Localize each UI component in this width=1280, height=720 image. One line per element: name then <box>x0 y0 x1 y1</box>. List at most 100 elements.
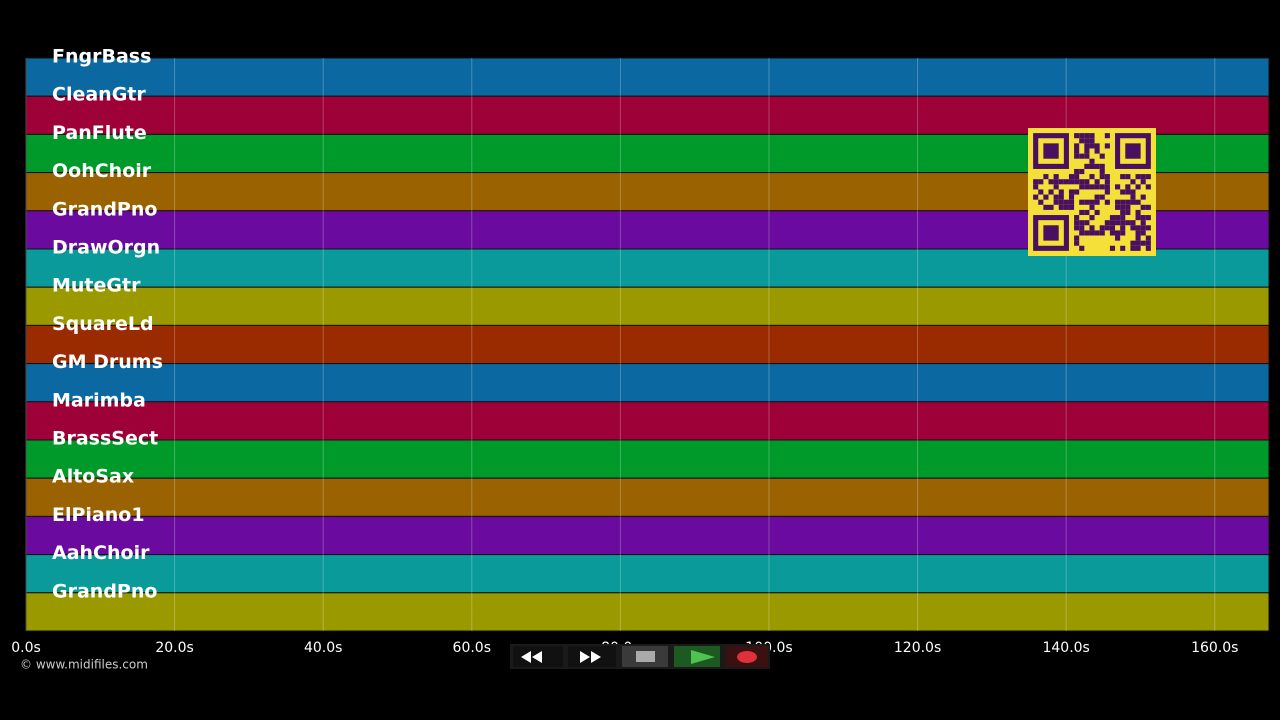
lane-label: GM Drums <box>52 351 163 373</box>
qr-module <box>1099 163 1105 169</box>
qr-module <box>1135 174 1141 180</box>
qr-module <box>1125 189 1131 195</box>
lane-label: BrassSect <box>52 428 158 450</box>
qr-module <box>1089 184 1095 190</box>
qr-module <box>1084 138 1090 144</box>
qr-module <box>1120 204 1126 210</box>
qr-module <box>1120 225 1126 231</box>
qr-finder <box>1125 143 1141 159</box>
qr-module <box>1084 143 1090 149</box>
qr-module <box>1089 204 1095 210</box>
qr-module <box>1079 153 1085 159</box>
record-button[interactable] <box>726 646 768 667</box>
qr-module <box>1120 215 1126 221</box>
qr-module <box>1084 179 1090 185</box>
qr-module <box>1099 230 1105 236</box>
qr-module <box>1048 179 1054 185</box>
qr-module <box>1048 189 1054 195</box>
qr-module <box>1068 194 1075 200</box>
lane-label: SquareLd <box>52 313 154 335</box>
qr-module <box>1074 168 1080 175</box>
qr-module <box>1074 225 1080 231</box>
qr-module <box>1058 199 1064 205</box>
qr-module <box>1053 199 1059 205</box>
qr-module <box>1104 174 1110 180</box>
x-tick-label: 40.0s <box>304 640 342 656</box>
qr-module <box>1079 245 1085 251</box>
x-tick-label: 140.0s <box>1042 640 1089 656</box>
qr-module <box>1094 163 1100 169</box>
qr-module <box>1115 220 1121 226</box>
lane-label: FngrBass <box>52 46 151 68</box>
qr-module <box>1140 174 1146 180</box>
play-icon <box>691 650 715 664</box>
stop-button[interactable] <box>622 646 668 667</box>
qr-module <box>1079 225 1085 231</box>
qr-module <box>1074 215 1080 221</box>
qr-module <box>1094 148 1100 154</box>
stop-icon <box>636 651 655 662</box>
qr-module <box>1130 220 1136 226</box>
qr-module <box>1079 199 1085 205</box>
qr-module <box>1145 174 1151 180</box>
qr-module <box>1145 204 1151 210</box>
qr-module <box>1094 194 1100 200</box>
qr-module <box>1109 245 1116 251</box>
fast-forward-button[interactable] <box>568 646 616 667</box>
rewind-button[interactable] <box>513 646 563 667</box>
qr-module <box>1130 179 1136 185</box>
qr-module <box>1063 179 1069 185</box>
qr-module <box>1135 199 1141 205</box>
qr-module <box>1135 225 1141 231</box>
qr-module <box>1038 189 1044 195</box>
play-button[interactable] <box>674 646 720 667</box>
qr-module <box>1135 230 1141 236</box>
qr-module <box>1033 184 1039 190</box>
qr-module <box>1104 189 1110 195</box>
qr-module <box>1125 220 1131 226</box>
qr-module <box>1135 209 1141 216</box>
qr-module <box>1104 143 1110 149</box>
x-tick-label: 160.0s <box>1191 640 1238 656</box>
qr-finder <box>1043 143 1059 159</box>
qr-module <box>1120 189 1126 195</box>
qr-module <box>1043 204 1049 210</box>
qr-module <box>1115 235 1121 241</box>
lane-labels: FngrBass CleanGtr PanFlute OohChoir GrandPno… <box>52 46 163 603</box>
qr-module <box>1135 184 1141 190</box>
qr-module <box>1084 220 1090 226</box>
qr-module <box>1038 199 1044 205</box>
qr-module <box>1115 199 1121 205</box>
lane <box>25 592 1270 632</box>
qr-module <box>1063 199 1069 205</box>
qr-module <box>1125 204 1131 210</box>
qr-module <box>1125 199 1131 205</box>
qr-module <box>1115 215 1121 221</box>
qr-module <box>1033 179 1039 185</box>
qr-module <box>1099 168 1105 175</box>
lane <box>25 401 1270 441</box>
qr-module <box>1048 204 1054 210</box>
qr-module <box>1063 204 1069 210</box>
qr-module <box>1140 220 1146 226</box>
qr-module <box>1140 194 1146 200</box>
qr-module <box>1125 209 1131 216</box>
qr-module <box>1079 168 1085 175</box>
qr-module <box>1079 184 1085 190</box>
qr-module <box>1140 215 1146 221</box>
lane <box>25 286 1270 326</box>
qr-module <box>1130 199 1136 205</box>
qr-module <box>1074 179 1080 185</box>
qr-module <box>1074 240 1080 246</box>
qr-module <box>1043 194 1049 200</box>
qr-module <box>1058 189 1064 195</box>
qr-module <box>1094 143 1100 149</box>
lane <box>25 515 1270 556</box>
qr-module <box>1068 174 1075 180</box>
lane <box>25 439 1270 479</box>
credit: © www.midifiles.com <box>20 658 148 672</box>
qr-finder <box>1043 225 1059 241</box>
qr-module <box>1115 230 1121 236</box>
qr-module <box>1084 199 1090 205</box>
